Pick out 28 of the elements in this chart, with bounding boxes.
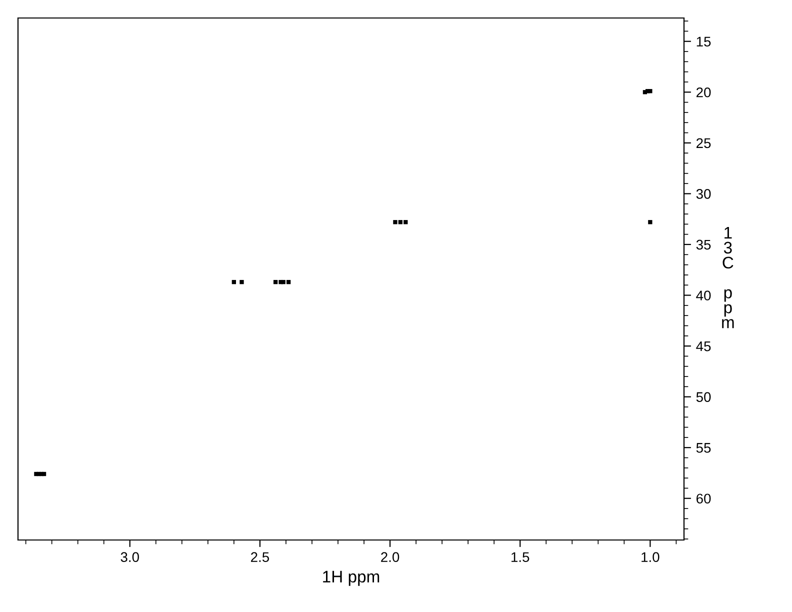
point — [393, 220, 398, 224]
y-tick-label: 60 — [696, 494, 711, 504]
text: 13C ppm — [722, 227, 734, 328]
point — [398, 220, 403, 224]
x-tick-label: 1.5 — [512, 552, 530, 562]
y-tick-label: 45 — [696, 342, 711, 352]
y-tick-label: 40 — [696, 290, 711, 300]
point — [42, 472, 46, 476]
y-tick-label: 35 — [696, 240, 711, 250]
point — [240, 280, 244, 284]
x-tick-label: 1.0 — [642, 552, 660, 562]
point — [648, 89, 652, 94]
y-tick-label: 15 — [696, 36, 711, 47]
point — [286, 280, 291, 284]
y-tick-label: 20 — [696, 87, 711, 98]
point — [404, 220, 408, 224]
point — [273, 280, 278, 284]
x-tick-label: 3.0 — [120, 552, 139, 562]
y-tick-label: 50 — [696, 392, 711, 402]
x-tick-label: 2.0 — [381, 552, 400, 562]
y-tick-label: 25 — [696, 138, 711, 148]
x-tick-label: 2.5 — [250, 552, 270, 562]
y-tick-label: 30 — [696, 189, 711, 199]
point — [281, 280, 286, 284]
point — [232, 280, 236, 284]
y-tick-label: 55 — [696, 443, 711, 453]
x-axis-title: 1H ppm — [323, 570, 380, 586]
point — [648, 220, 652, 224]
